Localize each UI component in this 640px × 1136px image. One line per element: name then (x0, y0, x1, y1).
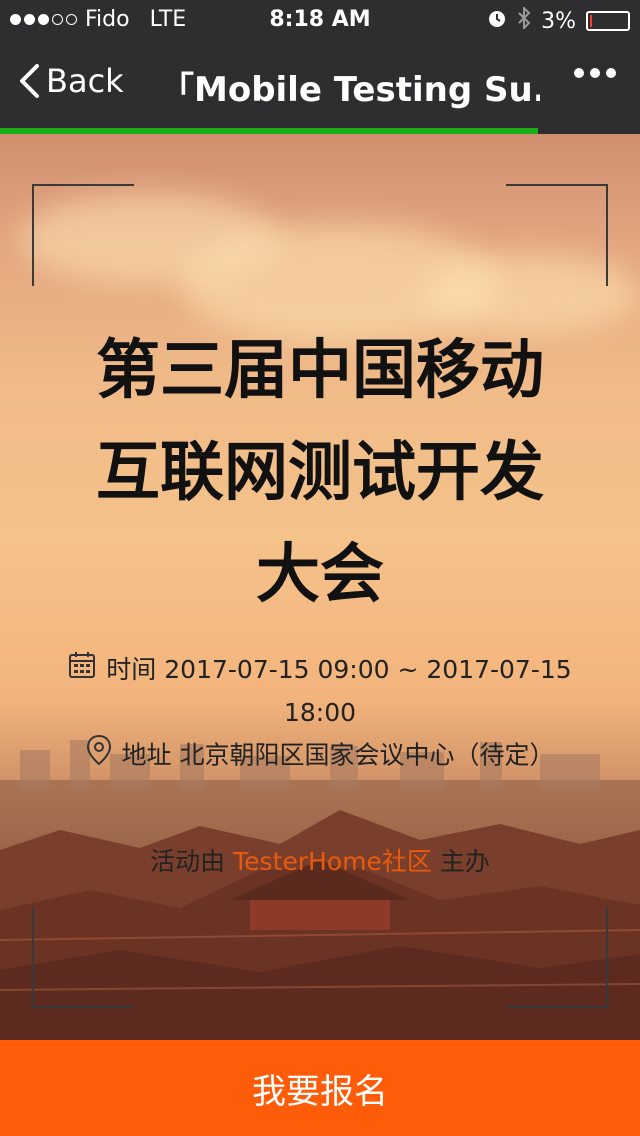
frame-corner (32, 184, 134, 286)
bluetooth-icon (517, 5, 531, 35)
more-dot (590, 68, 600, 78)
event-title-line: 第三届中国移动 (96, 334, 544, 408)
signal-dot (52, 14, 63, 25)
signal-dot (38, 14, 49, 25)
status-left: Fido LTE (10, 7, 186, 32)
cloud-decoration (420, 254, 640, 334)
alarm-icon (487, 8, 507, 34)
chevron-left-icon (20, 64, 39, 98)
location-pin-icon (86, 734, 112, 779)
signup-button[interactable]: 我要报名 (0, 1040, 640, 1136)
status-bar: Fido LTE 8:18 AM 3% (0, 0, 640, 40)
signal-dot (10, 14, 21, 25)
event-hero: 第三届中国移动 互联网测试开发 大会 时间 2017-07-15 09:00 ~… (0, 134, 640, 1040)
organizer-line: 活动由 TesterHome社区 主办 (0, 842, 640, 878)
time-label: 时间 (106, 655, 157, 684)
battery-icon (586, 11, 630, 31)
status-time: 8:18 AM (269, 7, 371, 32)
event-title: 第三届中国移动 互联网测试开发 大会 (40, 320, 600, 626)
address-label: 地址 (121, 740, 172, 770)
event-title-line: 大会 (256, 538, 384, 612)
forbidden-city-skyline-image (0, 740, 640, 1040)
battery-fill (590, 15, 592, 27)
signal-dot (66, 14, 77, 25)
signal-dot (24, 14, 35, 25)
carrier-name: Fido (85, 7, 130, 32)
more-dot (606, 68, 616, 78)
network-type: LTE (149, 7, 187, 32)
calendar-icon (68, 650, 96, 692)
nav-bar: Back 「Mobile Testing Su... (0, 40, 640, 128)
time-value: 2017-07-15 09:00 ~ 2017-07-15 (164, 655, 572, 684)
event-time: 时间 2017-07-15 09:00 ~ 2017-07-15 18:00 (40, 649, 600, 734)
frame-corner (32, 906, 134, 1008)
more-dots-icon[interactable] (574, 68, 616, 78)
page-title: 「Mobile Testing Su... (160, 70, 540, 110)
time-value-cont: 18:00 (283, 698, 357, 727)
organizer-link[interactable]: TesterHome社区 (233, 847, 432, 876)
page-load-progress (0, 128, 640, 134)
organizer-suffix: 主办 (439, 847, 490, 876)
progress-fill (0, 128, 538, 134)
signup-label: 我要报名 (252, 1071, 388, 1112)
address-value: 北京朝阳区国家会议中心（待定） (179, 740, 555, 770)
more-dot (574, 68, 584, 78)
organizer-prefix: 活动由 (150, 847, 226, 876)
battery-percent: 3% (541, 8, 576, 34)
back-label: Back (46, 62, 124, 100)
signal-strength (10, 14, 77, 25)
frame-corner (506, 184, 608, 286)
status-right: 3% (487, 5, 630, 35)
event-title-line: 互联网测试开发 (96, 436, 544, 510)
event-address: 地址 北京朝阳区国家会议中心（待定） (40, 734, 600, 779)
frame-corner (506, 906, 608, 1008)
back-button[interactable]: Back (18, 62, 124, 100)
